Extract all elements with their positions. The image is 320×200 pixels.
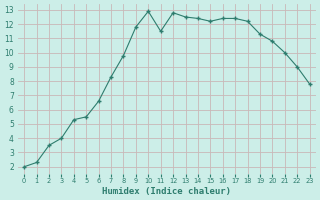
X-axis label: Humidex (Indice chaleur): Humidex (Indice chaleur) (102, 187, 231, 196)
